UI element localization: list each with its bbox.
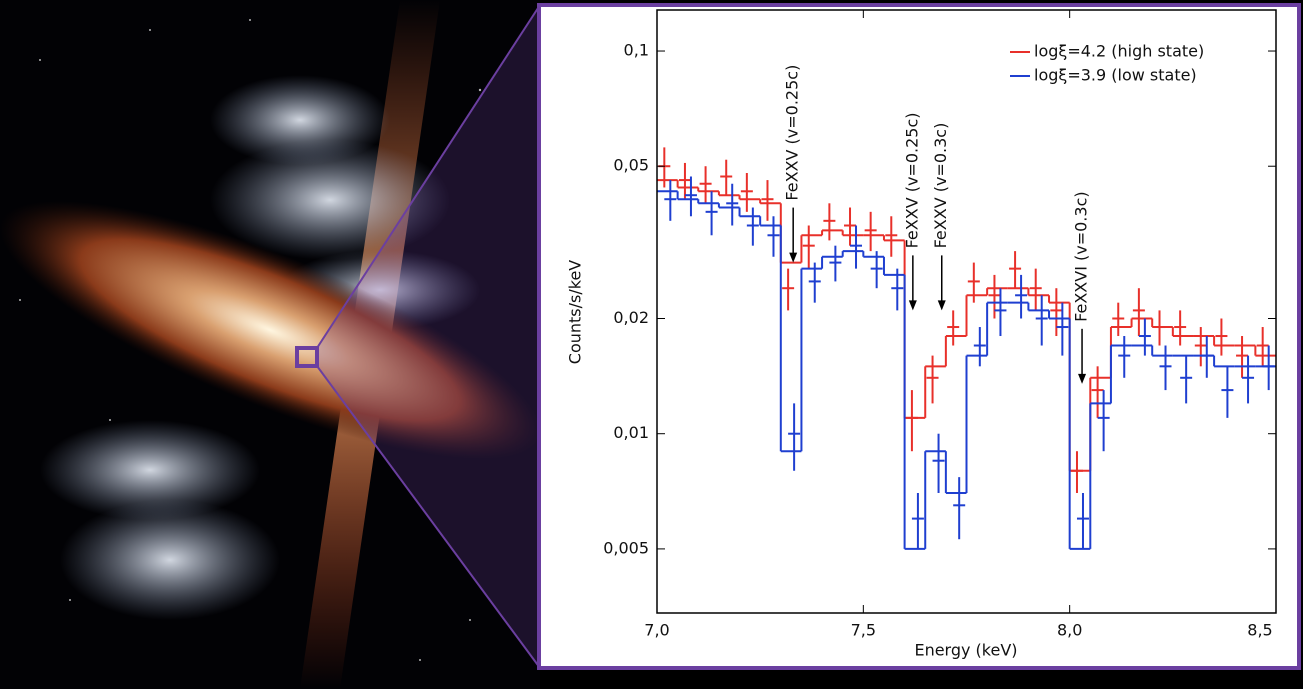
- y-tick-label: 0,05: [613, 156, 649, 175]
- page: Energy (keV) Counts/s/keV 0,005 0,01 0,02 0…: [0, 0, 1303, 689]
- illustration: [0, 0, 567, 689]
- annotation-label: FeXXV (v=0.25c): [902, 112, 921, 248]
- x-tick-label: 8,5: [1247, 621, 1272, 640]
- y-tick-label: 0,01: [613, 423, 649, 442]
- x-tick-label: 8,0: [1057, 621, 1082, 640]
- legend-label: logξ=3.9 (low state): [1034, 66, 1197, 85]
- y-axis-label: Counts/s/keV: [566, 260, 585, 365]
- y-tick-label: 0,1: [624, 41, 649, 60]
- x-tick-label: 7,0: [644, 621, 669, 640]
- annotation-label: FeXXV (v=0.25c): [783, 65, 802, 201]
- x-axis-label: Energy (keV): [914, 641, 1017, 660]
- y-tick-label: 0,02: [613, 308, 649, 327]
- x-tick-label: 7,5: [851, 621, 876, 640]
- legend-label: logξ=4.2 (high state): [1034, 42, 1204, 61]
- annotation-label: FeXXV (v=0.3c): [931, 123, 950, 249]
- y-tick-label: 0,005: [603, 538, 649, 557]
- annotation-label: FeXXVI (v=0.3c): [1072, 191, 1091, 321]
